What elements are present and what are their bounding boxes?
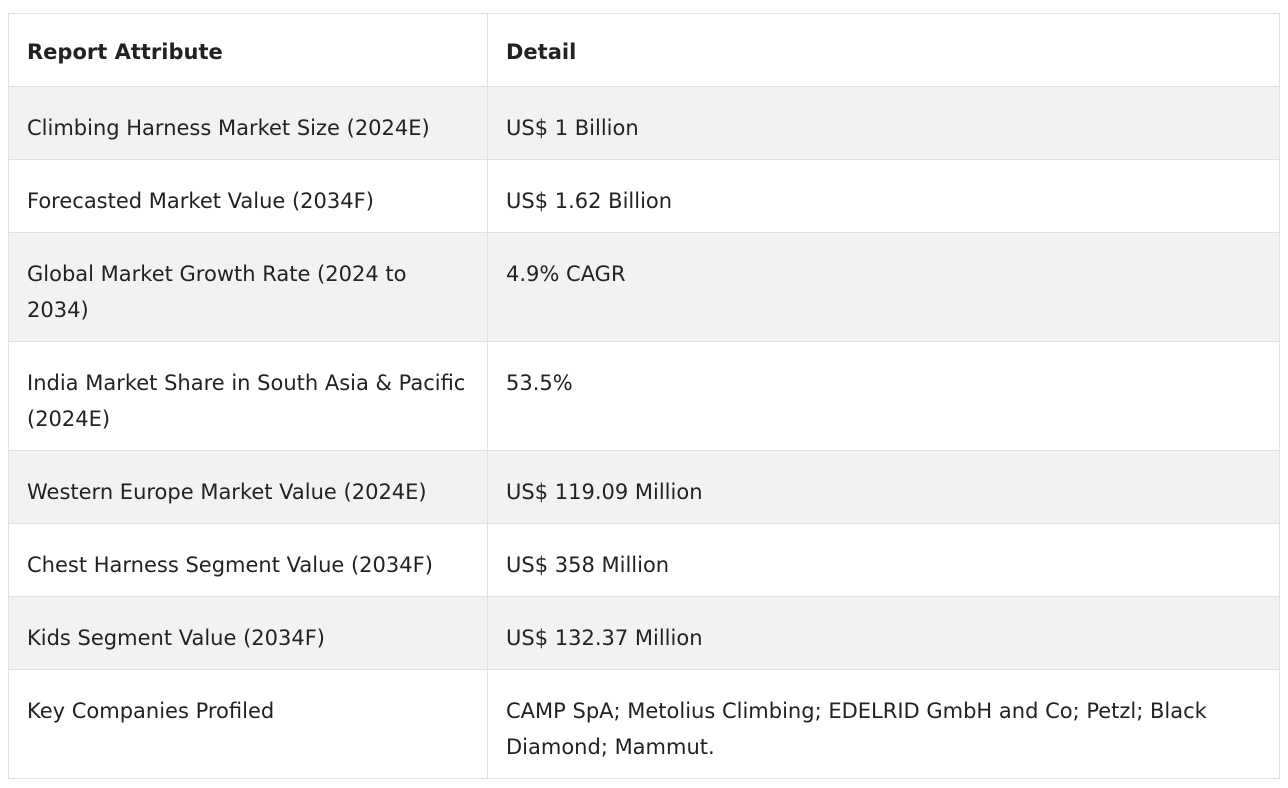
table-row: India Market Share in South Asia & Pacif… [8,341,1280,451]
attribute-cell: Kids Segment Value (2034F) [8,596,488,670]
report-attributes-table: Report Attribute Detail Climbing Harness… [8,13,1280,779]
report-attributes-table-container: Report Attribute Detail Climbing Harness… [8,13,1280,779]
detail-cell: 53.5% [487,341,1280,451]
table-row: Kids Segment Value (2034F) US$ 132.37 Mi… [8,596,1280,670]
attribute-cell: Western Europe Market Value (2024E) [8,450,488,524]
table-row: Forecasted Market Value (2034F) US$ 1.62… [8,159,1280,233]
attribute-cell: Key Companies Profiled [8,669,488,779]
attribute-cell: India Market Share in South Asia & Pacif… [8,341,488,451]
attribute-cell: Climbing Harness Market Size (2024E) [8,86,488,160]
header-report-attribute: Report Attribute [8,13,488,87]
attribute-cell: Forecasted Market Value (2034F) [8,159,488,233]
detail-cell: 4.9% CAGR [487,232,1280,342]
detail-cell: US$ 1 Billion [487,86,1280,160]
detail-cell: CAMP SpA; Metolius Climbing; EDELRID Gmb… [487,669,1280,779]
detail-cell: US$ 119.09 Million [487,450,1280,524]
table-row: Western Europe Market Value (2024E) US$ … [8,450,1280,524]
table-row: Climbing Harness Market Size (2024E) US$… [8,86,1280,160]
detail-cell: US$ 358 Million [487,523,1280,597]
table-row: Key Companies Profiled CAMP SpA; Metoliu… [8,669,1280,779]
attribute-cell: Global Market Growth Rate (2024 to 2034) [8,232,488,342]
detail-cell: US$ 132.37 Million [487,596,1280,670]
table-header-row: Report Attribute Detail [8,13,1280,87]
attribute-cell: Chest Harness Segment Value (2034F) [8,523,488,597]
detail-cell: US$ 1.62 Billion [487,159,1280,233]
table-row: Global Market Growth Rate (2024 to 2034)… [8,232,1280,342]
table-row: Chest Harness Segment Value (2034F) US$ … [8,523,1280,597]
header-detail: Detail [487,13,1280,87]
